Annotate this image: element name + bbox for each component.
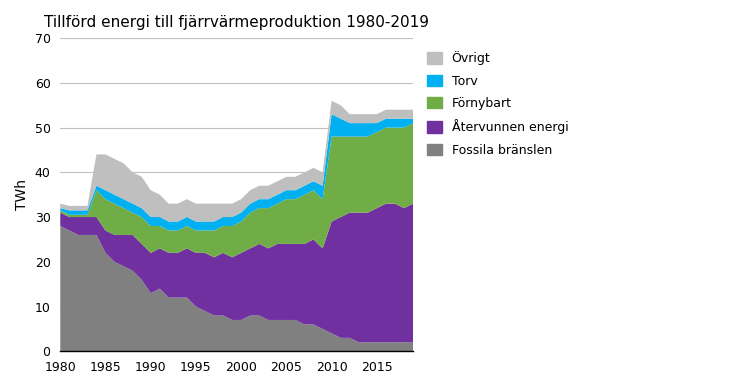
Y-axis label: TWh: TWh [15, 179, 29, 210]
Legend: Övrigt, Torv, Förnybart, Återvunnen energi, Fossila bränslen: Övrigt, Torv, Förnybart, Återvunnen ener… [423, 47, 572, 160]
Title: Tillförd energi till fjärrvärmeproduktion 1980-2019: Tillförd energi till fjärrvärmeproduktio… [44, 15, 429, 30]
